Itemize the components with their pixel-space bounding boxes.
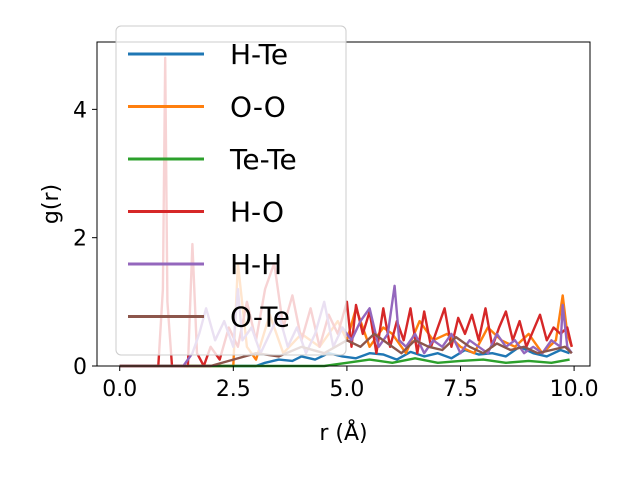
legend-label: O-Te (230, 301, 290, 334)
x-tick-label: 7.5 (443, 377, 478, 402)
y-tick-label: 0 (73, 355, 87, 380)
x-tick-label: 10.0 (550, 377, 599, 402)
legend-label: H-O (230, 196, 284, 229)
x-tick-label: 0.0 (102, 377, 137, 402)
series-line-o-te (119, 332, 573, 368)
legend-label: O-O (230, 91, 286, 124)
y-axis-label: g(r) (39, 184, 64, 224)
y-tick-label: 2 (73, 227, 87, 252)
x-axis-label: r (Å) (319, 419, 367, 446)
legend-label: Te-Te (229, 143, 297, 176)
y-tick-label: 4 (73, 98, 87, 123)
legend-box (115, 25, 347, 356)
x-tick-label: 2.5 (216, 377, 251, 402)
series-line-te-te (119, 357, 570, 368)
tick-layer: 0.0 2.5 5.0 7.5 10.0 0 2 4 (73, 98, 599, 402)
legend-label: H-H (230, 248, 282, 281)
x-tick-label: 5.0 (329, 377, 364, 402)
legend: H-Te O-O Te-Te H-O H-H O-Te (115, 25, 347, 356)
legend-label: H-Te (230, 38, 288, 71)
